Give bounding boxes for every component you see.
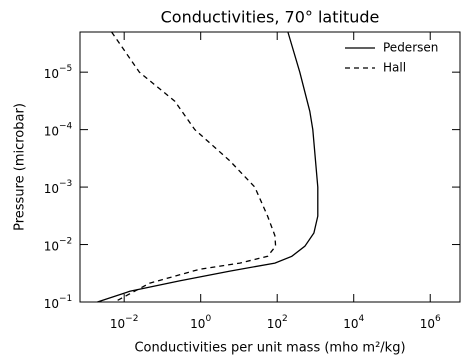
series-line	[111, 31, 277, 303]
y-tick-label-base: 10	[44, 182, 59, 196]
y-tick-label: 10−1	[44, 294, 73, 311]
plot-frame	[79, 31, 461, 303]
chart-title: Conductivities, 70° latitude	[161, 8, 380, 27]
y-tick-label-exponent: −3	[59, 179, 72, 189]
x-tick-label: 102	[267, 314, 288, 331]
legend-label: Hall	[383, 61, 406, 75]
x-tick-label: 100	[190, 314, 211, 331]
y-tick-label: 10−5	[44, 64, 73, 81]
x-tick-label-exponent: 6	[435, 314, 441, 324]
x-tick-label: 104	[343, 314, 364, 331]
x-tick-label: 10−2	[110, 314, 139, 331]
x-tick-label-base: 10	[267, 317, 282, 331]
y-tick-label-base: 10	[44, 124, 59, 138]
x-tick-label-exponent: 2	[282, 314, 288, 324]
y-tick-label-exponent: −4	[59, 121, 73, 131]
x-tick-label-exponent: 0	[205, 314, 211, 324]
x-tick-label: 106	[420, 314, 441, 331]
x-tick-label-base: 10	[420, 317, 435, 331]
x-axis-label: Conductivities per unit mass (mho m²/kg)	[134, 341, 405, 356]
y-axis-label: Pressure (microbar)	[13, 103, 28, 231]
y-tick-label-base: 10	[44, 297, 59, 311]
series-line	[97, 31, 319, 303]
y-tick-label-exponent: −2	[59, 236, 72, 246]
y-tick-label: 10−3	[44, 179, 73, 196]
y-tick-label: 10−4	[44, 121, 73, 138]
y-tick-label-base: 10	[44, 239, 59, 253]
x-tick-label-base: 10	[343, 317, 358, 331]
legend-label: Pedersen	[383, 41, 438, 55]
x-tick-label-exponent: 4	[358, 314, 364, 324]
x-tick-label-base: 10	[110, 317, 125, 331]
y-tick-label-exponent: −1	[59, 294, 72, 304]
y-tick-label: 10−2	[44, 236, 73, 253]
x-tick-label-base: 10	[190, 317, 205, 331]
y-tick-label-base: 10	[44, 67, 59, 81]
y-tick-label-exponent: −5	[59, 64, 72, 74]
x-tick-label-exponent: −2	[125, 314, 138, 324]
